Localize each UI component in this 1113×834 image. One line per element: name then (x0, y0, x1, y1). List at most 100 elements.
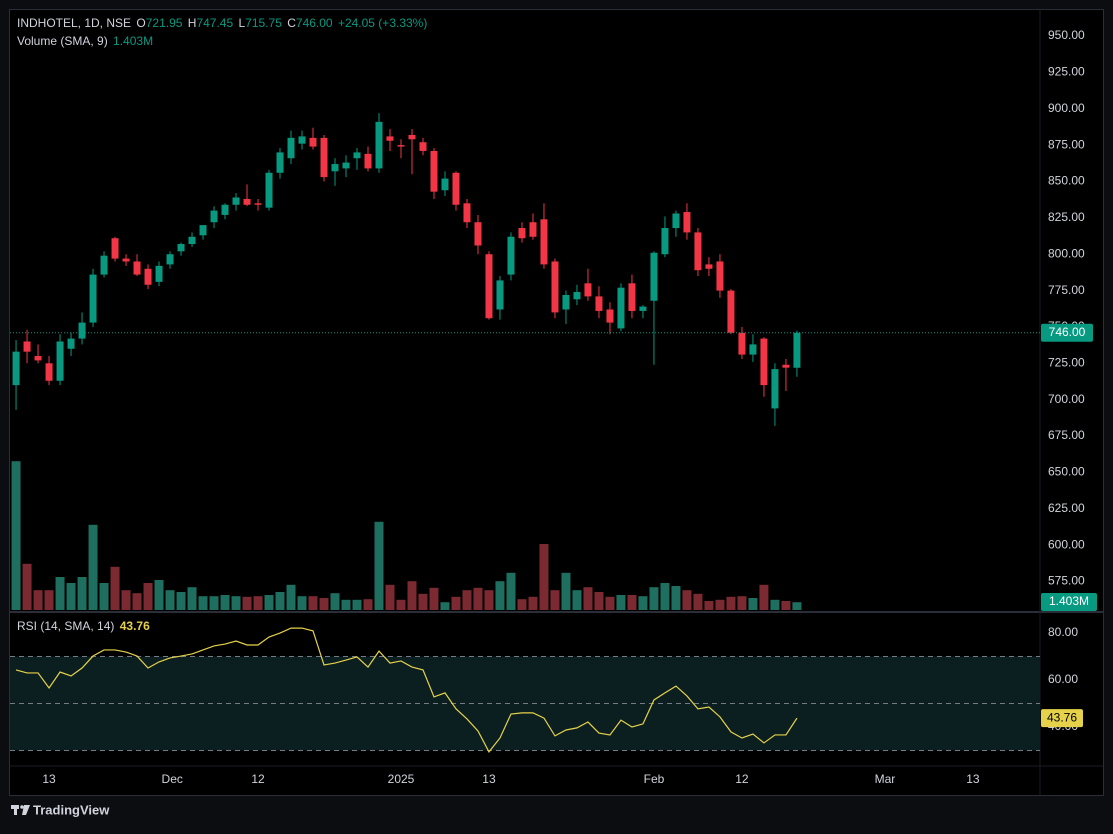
candle-body (232, 197, 240, 205)
candle-body (485, 254, 493, 319)
candle-body (199, 225, 207, 236)
candle-body (694, 232, 702, 271)
candle-body (419, 142, 427, 151)
logo (20, 805, 24, 809)
low-label: L (238, 16, 245, 30)
plot: 13 Dec 12 2025 13 Feb 12 Mar 13 950.00 925.00 900.0… (10, 28, 1097, 786)
volume-bar (220, 595, 230, 610)
volume-bar (143, 583, 153, 610)
high-label: H (188, 16, 197, 30)
volume-bar (209, 596, 219, 610)
logo (14, 805, 17, 815)
candle-body (254, 203, 262, 205)
volume-bar (319, 598, 329, 610)
volume-bar (110, 566, 120, 610)
volume-bar (396, 599, 406, 610)
volume-bar (22, 563, 32, 610)
volume-bar (583, 587, 593, 610)
volume-bar (737, 596, 747, 610)
candle-body (738, 332, 746, 355)
candle-body (166, 254, 174, 265)
candle-body (683, 212, 691, 233)
volume-bar (671, 586, 681, 610)
x-tick-label: Dec (162, 772, 183, 786)
y-tick-label: 575.00 (1048, 574, 1085, 588)
volume-bar (605, 596, 615, 610)
candle-body (364, 153, 372, 169)
candle-body (441, 178, 449, 191)
candle-body (298, 136, 306, 144)
volume-bar (660, 583, 670, 610)
brand: TradingView (11, 802, 110, 817)
volume-bar (330, 593, 340, 610)
candle-body (375, 121, 383, 169)
high: 747.45 (196, 16, 233, 30)
y-tick-label: 925.00 (1048, 65, 1085, 79)
candle-body (518, 228, 526, 239)
volume-bar (308, 596, 318, 610)
price-label: 746.00 (1049, 325, 1086, 339)
header: INDHOTEL, 1D, NSE O721.95 H747.45 L715.7… (17, 16, 427, 30)
volume-bar (627, 595, 637, 610)
volume-bar (55, 577, 65, 610)
rsi-line (15, 627, 798, 753)
volume-bar (99, 583, 109, 610)
y-tick-label: 80.00 (1048, 625, 1078, 639)
volume-bar (275, 592, 285, 610)
brand-text: TradingView (33, 802, 110, 817)
logo (22, 805, 30, 815)
x-tick-label: Feb (644, 772, 665, 786)
x-tick-label: Mar (875, 772, 896, 786)
volume-bar (682, 590, 692, 610)
volume-bar (506, 572, 516, 610)
y-tick-label: 60.00 (1048, 672, 1078, 686)
candle-body (23, 341, 31, 352)
volume-bar (176, 592, 186, 610)
candle-body (221, 204, 229, 215)
y-tick-label: 625.00 (1048, 501, 1085, 515)
volume-bar (484, 590, 494, 610)
volume-bar (649, 587, 659, 610)
volume-bar (297, 596, 307, 610)
volume-bar (352, 599, 362, 610)
volume-bar (616, 595, 626, 610)
candle-body (265, 172, 273, 208)
volume-bar (572, 590, 582, 610)
candle-body (45, 363, 53, 381)
volume-bar (550, 590, 560, 610)
volume-label-box (1041, 593, 1097, 611)
volume-bar (638, 596, 648, 610)
volume-bar (770, 599, 780, 610)
volume-bar (187, 587, 197, 610)
rsi-title: RSI (14, SMA, 14) (17, 619, 114, 633)
candle-body (133, 261, 141, 275)
y-tick-label: 675.00 (1048, 428, 1085, 442)
volume-bar (462, 590, 472, 610)
rsi-legend: RSI (14, SMA, 14) 43.76 (17, 619, 150, 633)
candle-body (474, 222, 482, 246)
candle-body (342, 162, 350, 169)
y-tick-label: 850.00 (1048, 174, 1085, 188)
symbol: INDHOTEL, 1D, NSE (17, 16, 131, 30)
volume-bar (363, 599, 373, 610)
volume-bar (121, 590, 131, 610)
candle-body (331, 164, 339, 172)
volume-bar (242, 596, 252, 610)
x-tick-label: 12 (251, 772, 265, 786)
candle-body (793, 332, 801, 368)
candle-body (540, 219, 548, 265)
candle-body (782, 364, 790, 368)
volume-bar (44, 590, 54, 610)
volume-bar (66, 583, 76, 610)
candle-body (430, 150, 438, 192)
y-tick-label: 650.00 (1048, 465, 1085, 479)
volume-bar (495, 581, 505, 610)
y-tick-label: 800.00 (1048, 246, 1085, 260)
candle-body (496, 280, 504, 310)
candle-body (650, 252, 658, 301)
volume-bar (11, 461, 21, 610)
volume-bar (726, 596, 736, 610)
volume-bar (517, 599, 527, 610)
candle-body (12, 351, 20, 386)
candle-body (606, 309, 614, 323)
